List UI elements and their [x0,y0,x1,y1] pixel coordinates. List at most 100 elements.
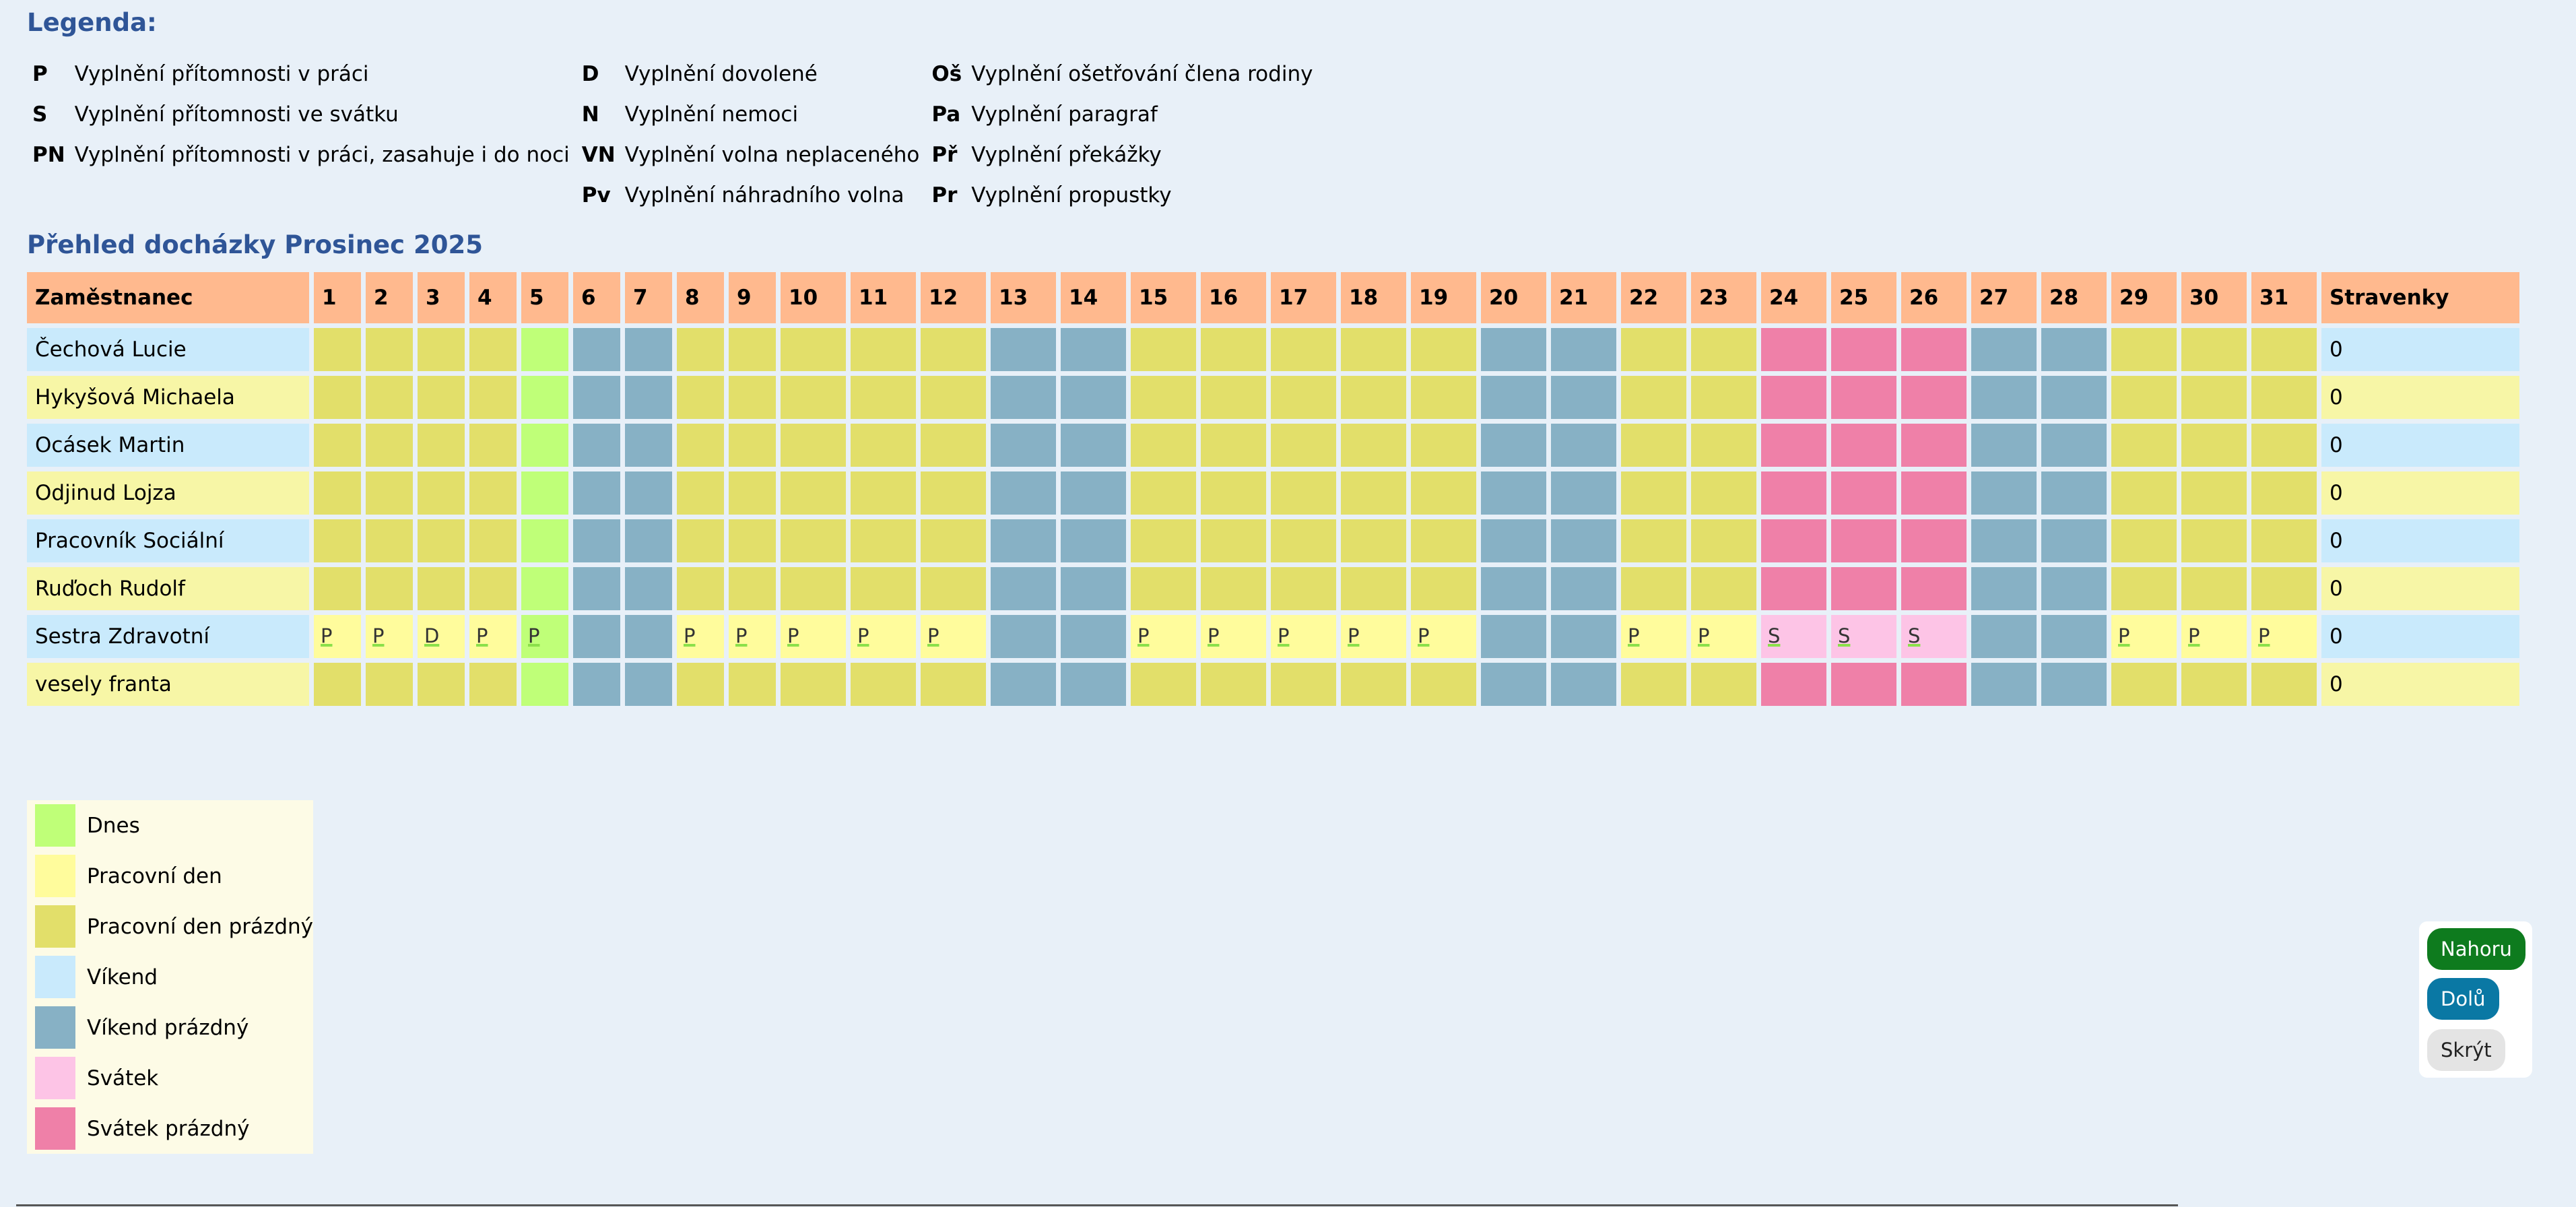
day-cell[interactable] [366,519,413,562]
day-cell[interactable] [1551,615,1616,658]
day-cell[interactable]: S [1761,615,1826,658]
day-cell[interactable] [1271,663,1336,706]
day-cell[interactable] [1481,519,1546,562]
day-cell[interactable] [1411,663,1476,706]
day-cell[interactable] [851,519,916,562]
day-cell[interactable] [314,663,361,706]
day-cell[interactable] [521,567,568,610]
day-cell[interactable] [729,567,776,610]
day-cell[interactable] [1831,471,1896,515]
day-cell[interactable] [851,663,916,706]
attendance-mark[interactable]: P [2118,624,2130,647]
day-cell[interactable] [1481,567,1546,610]
day-cell[interactable] [1761,424,1826,467]
day-cell[interactable] [573,567,620,610]
scroll-down-button[interactable]: Dolů [2427,978,2499,1020]
attendance-mark[interactable]: P [1628,624,1640,647]
day-cell[interactable]: P [521,615,568,658]
day-cell[interactable] [781,519,846,562]
day-cell[interactable]: P [1201,615,1266,658]
day-cell[interactable] [1201,471,1266,515]
day-cell[interactable] [1761,376,1826,419]
attendance-mark[interactable]: P [927,624,939,647]
day-cell[interactable] [625,424,672,467]
day-cell[interactable] [921,567,986,610]
day-cell[interactable] [418,424,465,467]
day-cell[interactable] [1271,471,1336,515]
day-cell[interactable] [781,663,846,706]
day-cell[interactable] [1271,328,1336,371]
day-cell[interactable] [1831,519,1896,562]
attendance-mark[interactable]: P [2258,624,2270,647]
day-cell[interactable] [1691,328,1756,371]
day-cell[interactable] [521,519,568,562]
day-cell[interactable] [418,471,465,515]
day-cell[interactable] [366,471,413,515]
day-cell[interactable] [2251,519,2317,562]
day-cell[interactable] [729,519,776,562]
day-cell[interactable] [1621,424,1686,467]
day-cell[interactable] [677,328,724,371]
day-cell[interactable] [1201,424,1266,467]
day-cell[interactable] [851,471,916,515]
day-cell[interactable] [521,471,568,515]
day-cell[interactable] [781,328,846,371]
day-cell[interactable]: P [1411,615,1476,658]
day-cell[interactable] [469,376,517,419]
day-cell[interactable] [1901,424,1967,467]
day-cell[interactable] [1411,328,1476,371]
day-cell[interactable]: D [418,615,465,658]
day-cell[interactable] [1061,424,1126,467]
day-cell[interactable] [1411,567,1476,610]
day-cell[interactable] [469,567,517,610]
day-cell[interactable] [1831,376,1896,419]
day-cell[interactable] [1621,328,1686,371]
day-cell[interactable] [677,663,724,706]
day-cell[interactable] [677,471,724,515]
day-cell[interactable] [573,519,620,562]
day-cell[interactable] [1131,424,1196,467]
attendance-mark[interactable]: P [857,624,869,647]
day-cell[interactable] [1411,519,1476,562]
day-cell[interactable] [1271,424,1336,467]
day-cell[interactable] [418,328,465,371]
day-cell[interactable] [1621,519,1686,562]
day-cell[interactable]: P [781,615,846,658]
day-cell[interactable] [1691,471,1756,515]
day-cell[interactable]: P [921,615,986,658]
day-cell[interactable] [1061,663,1126,706]
day-cell[interactable] [2041,615,2107,658]
attendance-mark[interactable]: P [372,624,385,647]
day-cell[interactable] [1131,519,1196,562]
day-cell[interactable] [1901,519,1967,562]
day-cell[interactable] [2111,663,2177,706]
day-cell[interactable] [2251,376,2317,419]
day-cell[interactable]: P [2111,615,2177,658]
day-cell[interactable] [1201,567,1266,610]
day-cell[interactable] [469,663,517,706]
day-cell[interactable] [1481,328,1546,371]
day-cell[interactable] [573,615,620,658]
day-cell[interactable] [991,424,1056,467]
day-cell[interactable] [729,424,776,467]
day-cell[interactable]: P [1691,615,1756,658]
day-cell[interactable] [469,519,517,562]
day-cell[interactable] [1691,376,1756,419]
attendance-mark[interactable]: P [787,624,799,647]
attendance-mark[interactable]: D [424,624,440,647]
day-cell[interactable] [1761,519,1826,562]
day-cell[interactable] [677,519,724,562]
day-cell[interactable] [991,663,1056,706]
day-cell[interactable] [573,424,620,467]
day-cell[interactable] [991,567,1056,610]
day-cell[interactable] [2181,519,2247,562]
day-cell[interactable] [469,424,517,467]
day-cell[interactable] [1971,519,2037,562]
day-cell[interactable] [1691,663,1756,706]
day-cell[interactable]: P [1341,615,1406,658]
day-cell[interactable] [573,328,620,371]
day-cell[interactable] [851,567,916,610]
day-cell[interactable] [991,471,1056,515]
day-cell[interactable] [1201,519,1266,562]
day-cell[interactable]: P [469,615,517,658]
